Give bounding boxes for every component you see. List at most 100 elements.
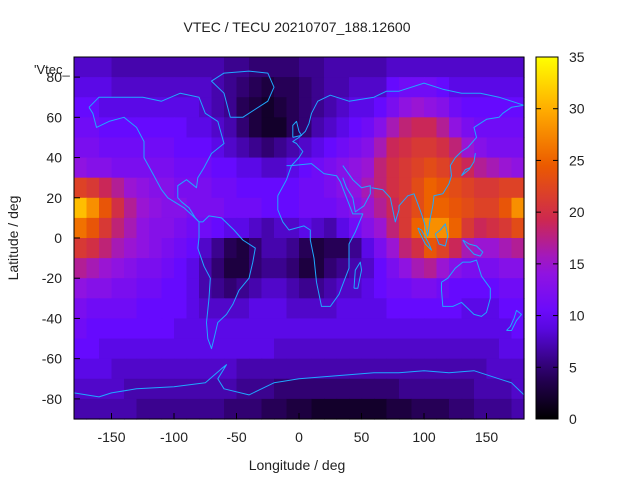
heatmap-cell	[499, 97, 513, 118]
heatmap-cell	[149, 278, 163, 299]
x-axis-ticks: -150 -100 -50 0 50 100 150	[97, 413, 498, 445]
heatmap-cell	[186, 338, 200, 360]
heatmap-cell	[261, 378, 275, 400]
heatmap-cell	[424, 398, 438, 420]
heatmap-cell	[261, 197, 275, 219]
heatmap-cell	[236, 117, 250, 139]
heatmap-cell	[374, 117, 388, 139]
heatmap-cell	[74, 358, 88, 380]
heatmap-cell	[411, 177, 425, 199]
heatmap-cell	[186, 117, 200, 139]
heatmap-cell	[99, 157, 113, 179]
heatmap-cell	[261, 278, 275, 299]
heatmap-cell	[399, 398, 413, 420]
heatmap-cell	[286, 177, 300, 199]
heatmap-cell	[211, 278, 225, 299]
heatmap-cell	[111, 238, 125, 259]
heatmap-cell	[474, 338, 488, 360]
heatmap-cell	[124, 177, 138, 199]
heatmap-cell	[386, 217, 400, 239]
heatmap-cell	[461, 197, 475, 219]
heatmap-cell	[436, 77, 450, 98]
heatmap-cell	[511, 318, 525, 340]
heatmap-cell	[474, 238, 488, 259]
heatmap-cell	[111, 117, 125, 139]
heatmap-cell	[86, 338, 100, 360]
heatmap-cell	[324, 57, 338, 78]
heatmap-cell	[124, 97, 138, 118]
heatmap-cell	[299, 258, 313, 279]
heatmap-cell	[386, 278, 400, 299]
heatmap-cell	[349, 77, 363, 98]
heatmap-cell	[361, 197, 375, 219]
heatmap-cell	[111, 217, 125, 239]
heatmap-cell	[436, 278, 450, 299]
heatmap-cell	[124, 157, 138, 179]
heatmap-cell	[99, 318, 113, 340]
colorbar-ticks: 0 5 10 15 20 25 30 35	[536, 49, 585, 427]
heatmap-cell	[211, 97, 225, 118]
heatmap-cell	[224, 177, 238, 199]
heatmap-cell	[74, 298, 88, 320]
heatmap-cell	[124, 358, 138, 380]
heatmap-cell	[499, 318, 513, 340]
coastline	[277, 163, 364, 307]
heatmap-cell	[511, 77, 525, 98]
heatmap-cell	[136, 117, 150, 139]
heatmap-cell	[336, 197, 350, 219]
coastline	[292, 120, 302, 138]
coastline	[371, 104, 525, 237]
heatmap-cell	[261, 338, 275, 360]
heatmap-cell	[349, 97, 363, 118]
heatmap-cell	[336, 338, 350, 360]
heatmap-cell	[136, 238, 150, 259]
heatmap-cell	[361, 358, 375, 380]
heatmap-cell	[111, 258, 125, 279]
heatmap-cell	[161, 338, 175, 360]
heatmap-cell	[324, 358, 338, 380]
heatmap-cell	[111, 298, 125, 320]
heatmap-cell	[149, 177, 163, 199]
heatmap-cell	[224, 97, 238, 118]
heatmap-cell	[311, 398, 325, 420]
heatmap-cell	[299, 197, 313, 219]
heatmap-cell	[486, 398, 500, 420]
heatmap-cell	[286, 358, 300, 380]
heatmap-cell	[174, 137, 188, 159]
heatmap-cell	[461, 177, 475, 199]
heatmap-cell	[286, 278, 300, 299]
heatmap-cell	[224, 398, 238, 420]
heatmap-cell	[99, 197, 113, 219]
heatmap-cell	[299, 338, 313, 360]
heatmap-cell	[249, 57, 263, 78]
heatmap-cell	[386, 97, 400, 118]
heatmap-cell	[186, 137, 200, 159]
heatmap-cell	[336, 97, 350, 118]
heatmap-cell	[149, 137, 163, 159]
heatmap-cell	[261, 157, 275, 179]
heatmap-cell	[124, 57, 138, 78]
heatmap-cell	[299, 358, 313, 380]
heatmap-cell	[74, 157, 88, 179]
heatmap-cell	[461, 338, 475, 360]
heatmap-cell	[136, 57, 150, 78]
y-tick-label: 0	[54, 230, 62, 246]
heatmap-cell	[99, 177, 113, 199]
heatmap-cell	[274, 358, 288, 380]
heatmap-cell	[261, 298, 275, 320]
heatmap-cell	[349, 157, 363, 179]
heatmap-cell	[199, 338, 213, 360]
heatmap-cell	[211, 117, 225, 139]
heatmap-cell	[99, 137, 113, 159]
heatmap-cell	[361, 137, 375, 159]
heatmap-cell	[499, 398, 513, 420]
heatmap-cell	[461, 157, 475, 179]
heatmap-cell	[99, 217, 113, 239]
heatmap-cell	[336, 137, 350, 159]
heatmap-cell	[349, 117, 363, 139]
heatmap-cell	[424, 97, 438, 118]
heatmap-cell	[174, 97, 188, 118]
heatmap-cell	[461, 57, 475, 78]
heatmap-cell	[111, 318, 125, 340]
heatmap-cell	[349, 177, 363, 199]
